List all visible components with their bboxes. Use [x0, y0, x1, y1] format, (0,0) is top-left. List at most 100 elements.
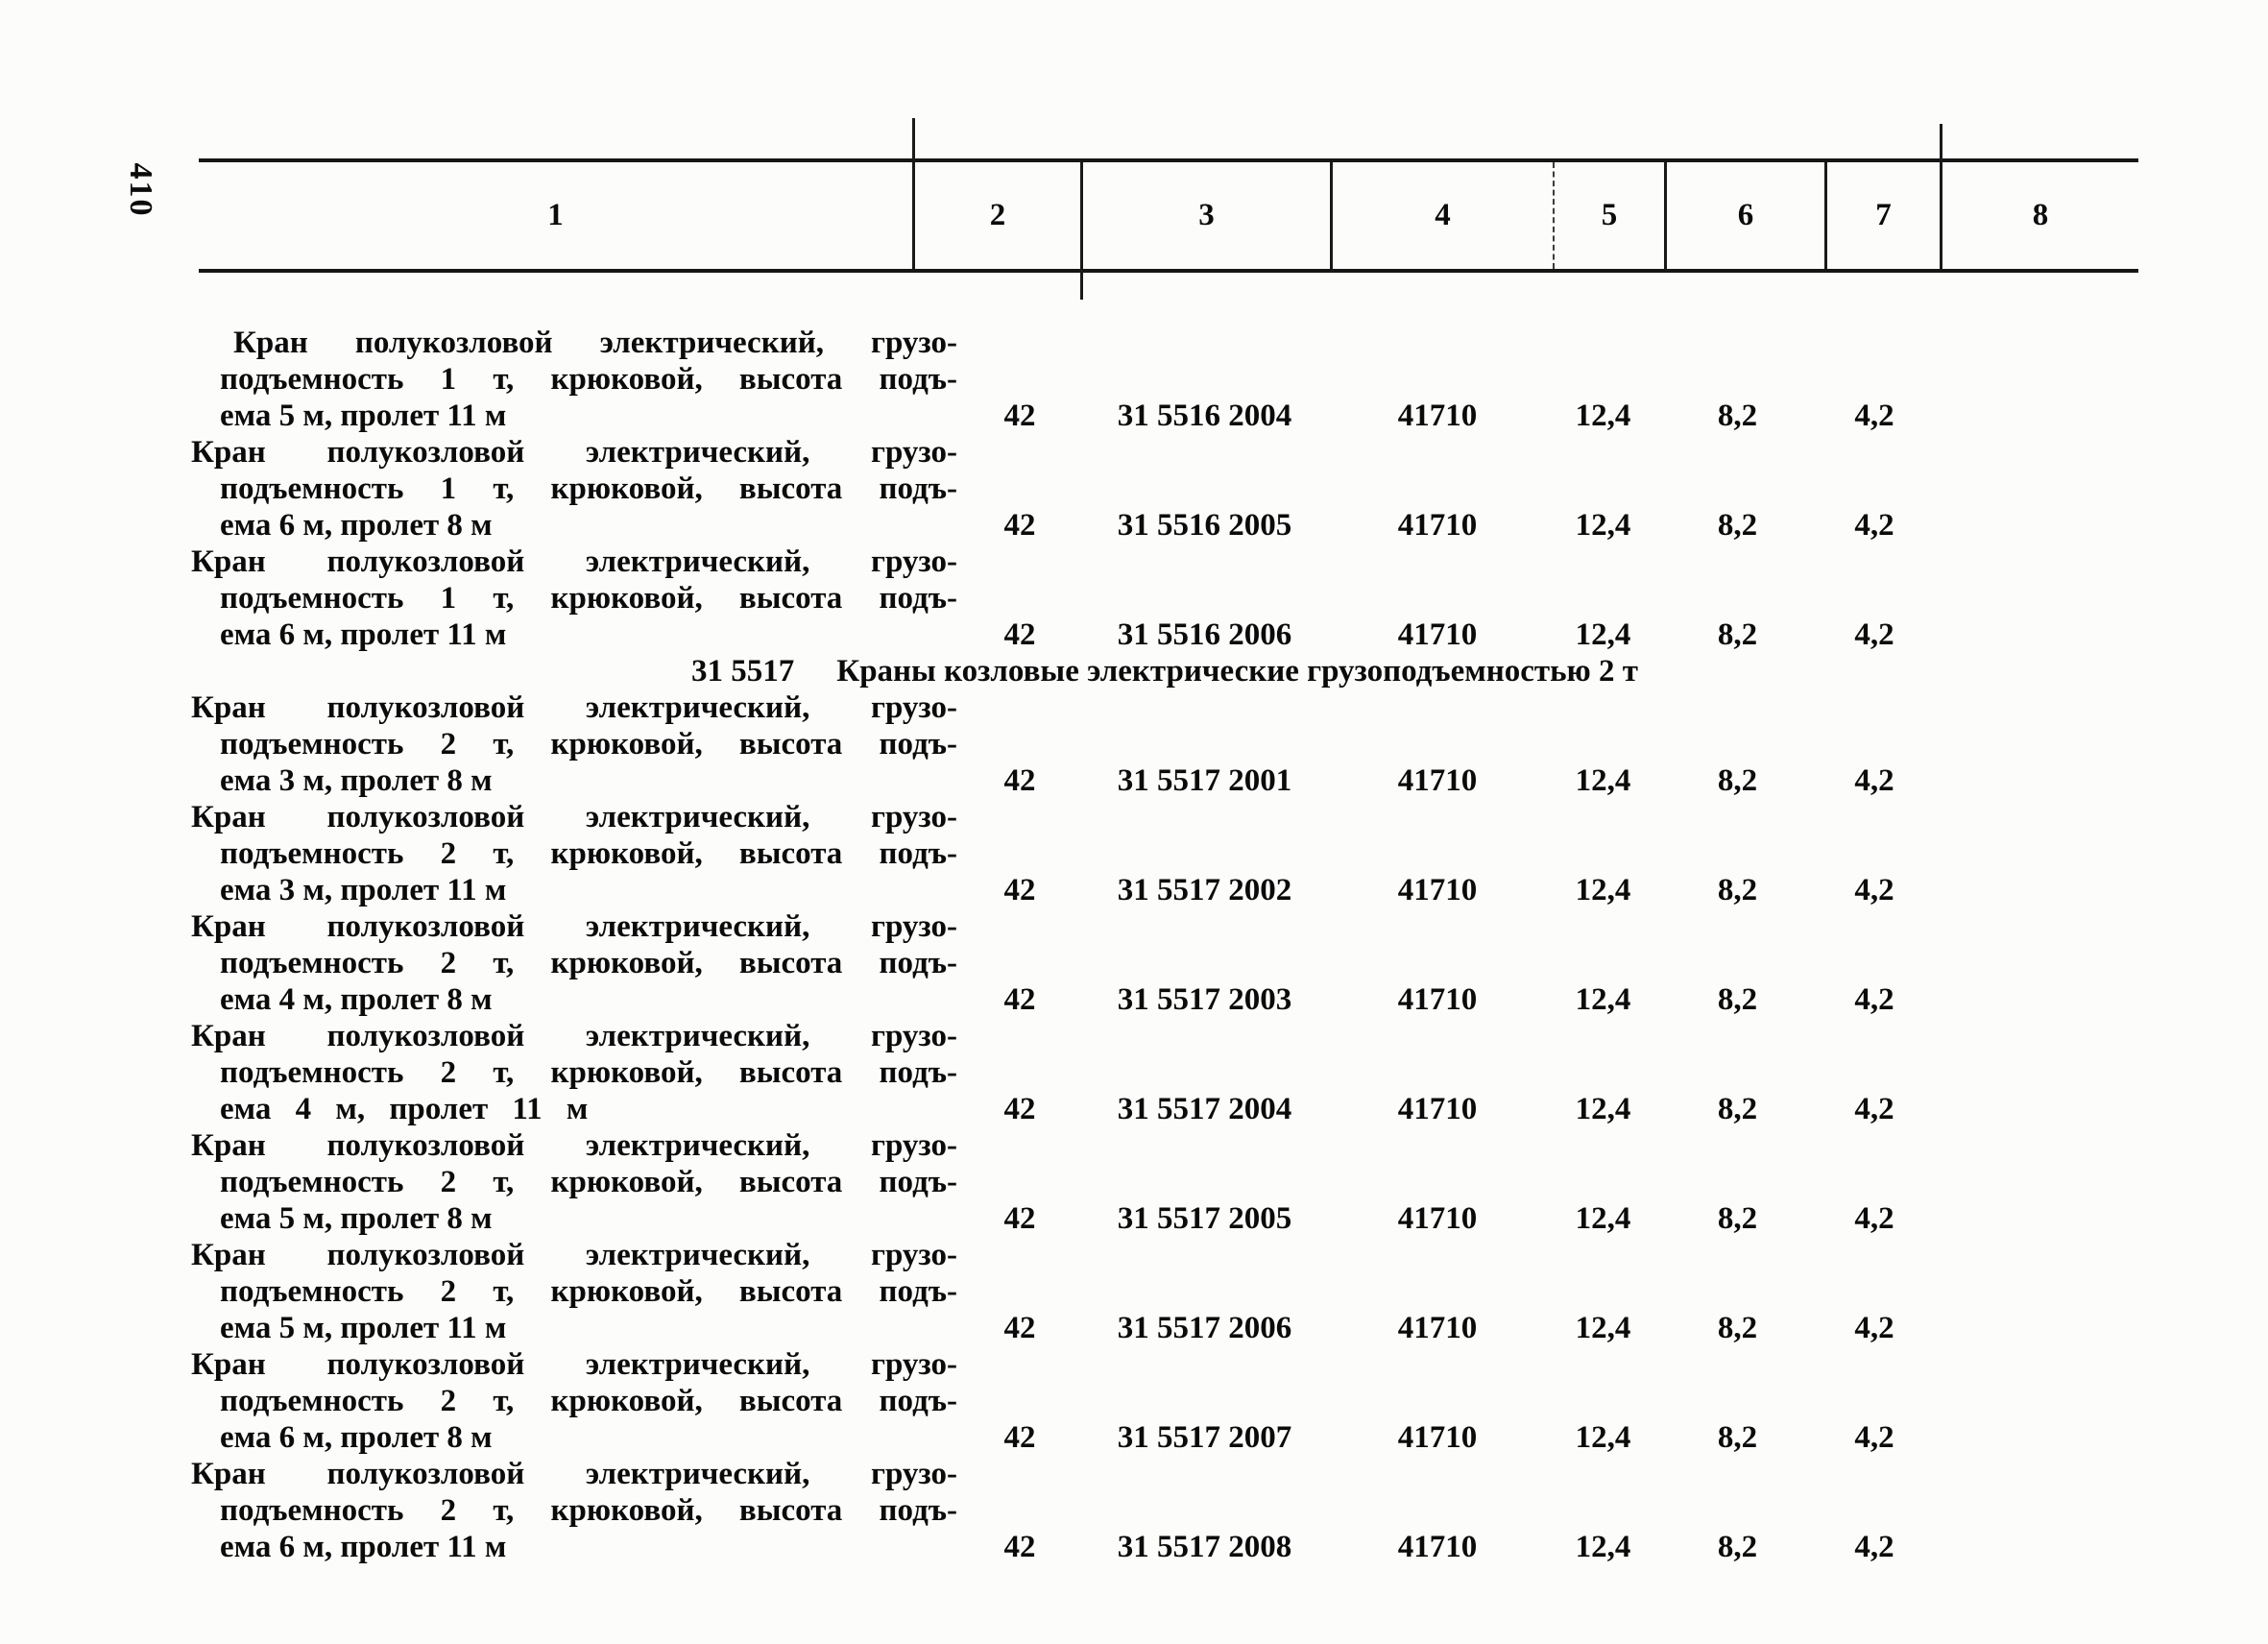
cell-value-7: 4,2 — [1854, 508, 1894, 543]
table-row: Кран полукозловой электрический, грузо- … — [191, 689, 2138, 799]
cell-nomenclature-code: 31 5516 2006 — [1117, 617, 1292, 652]
cell-value-6: 8,2 — [1717, 1311, 1758, 1345]
cell-value-5: 12,4 — [1575, 763, 1631, 798]
description-line-3: ема 4 м, пролет 8 м — [220, 982, 493, 1017]
table-row: Кран полукозловой электрический, грузо- … — [191, 908, 2138, 1018]
cell-nomenclature-code: 31 5517 2008 — [1117, 1530, 1292, 1564]
cell-value-5: 12,4 — [1575, 617, 1631, 652]
description-line-1: Кран полукозловой электрический, грузо- — [191, 690, 957, 725]
description-line-3: ема 4 м, пролет 11 м — [220, 1092, 589, 1126]
description-line-2: подъемность 2 т, крюковой, высота подъ- — [220, 836, 957, 871]
cell-value-6: 8,2 — [1717, 1530, 1758, 1564]
cell-code-okp-group: 42 — [1003, 399, 1036, 433]
description-line-1: Кран полукозловой электрический, грузо- — [191, 1238, 957, 1272]
cell-value-6: 8,2 — [1717, 1092, 1758, 1126]
cell-value-7: 4,2 — [1854, 982, 1894, 1017]
table-row: Кран полукозловой электрический, грузо- … — [191, 1018, 2138, 1127]
table-row: Кран полукозловой электрический, грузо- … — [191, 544, 2138, 653]
page-number: 410 — [123, 162, 158, 218]
description-line-3: ема 3 м, пролет 8 м — [220, 763, 493, 798]
description-line-1: Кран полукозловой электрический, грузо- — [233, 326, 957, 360]
column-header-6: 6 — [1664, 162, 1824, 269]
section-heading-row: 31 5517 Краны козловые электрические груз… — [191, 653, 2138, 689]
table-header-row: 1 2 3 4 5 6 7 8 — [199, 118, 2138, 300]
cell-value-6: 8,2 — [1717, 617, 1758, 652]
description-line-2: подъемность 1 т, крюковой, высота подъ- — [220, 362, 957, 397]
cell-code-okp-group: 42 — [1003, 982, 1036, 1017]
description-line-2: подъемность 2 т, крюковой, высота подъ- — [220, 1055, 957, 1090]
description-line-1: Кран полукозловой электрический, грузо- — [191, 1019, 957, 1053]
cell-value-6: 8,2 — [1717, 508, 1758, 543]
section-code: 31 5517 — [691, 654, 795, 689]
item-description: Кран полукозловой электрический, грузо- … — [191, 1018, 957, 1127]
cell-value-6: 8,2 — [1717, 982, 1758, 1017]
item-description: Кран полукозловой электрический, грузо- … — [191, 1127, 957, 1237]
column-header-2: 2 — [912, 162, 1080, 269]
cell-code-okp-group: 42 — [1003, 508, 1036, 543]
cell-value-6: 8,2 — [1717, 1420, 1758, 1455]
description-line-2: подъемность 2 т, крюковой, высота подъ- — [220, 1384, 957, 1418]
cell-value-5: 12,4 — [1575, 399, 1631, 433]
cell-price-code: 41710 — [1397, 763, 1478, 798]
item-description: Кран полукозловой электрический, грузо- … — [191, 544, 957, 653]
item-description: Кран полукозловой электрический, грузо- … — [191, 434, 957, 544]
cell-value-6: 8,2 — [1717, 399, 1758, 433]
cell-value-5: 12,4 — [1575, 982, 1631, 1017]
description-line-1: Кран полукозловой электрический, грузо- — [191, 544, 957, 579]
description-line-2: подъемность 2 т, крюковой, высота подъ- — [220, 946, 957, 980]
cell-code-okp-group: 42 — [1003, 1092, 1036, 1126]
item-description: Кран полукозловой электрический, грузо- … — [191, 908, 957, 1018]
description-line-3: ема 5 м, пролет 11 м — [220, 399, 507, 433]
item-description: Кран полукозловой электрический, грузо- … — [191, 689, 957, 799]
column-header-3: 3 — [1080, 162, 1330, 269]
description-line-1: Кран полукозловой электрический, грузо- — [191, 1347, 957, 1382]
cell-value-7: 4,2 — [1854, 1530, 1894, 1564]
cell-code-okp-group: 42 — [1003, 1311, 1036, 1345]
description-line-3: ема 6 м, пролет 11 м — [220, 1530, 507, 1564]
cell-value-6: 8,2 — [1717, 873, 1758, 907]
description-line-2: подъемность 2 т, крюковой, высота подъ- — [220, 1165, 957, 1199]
description-line-3: ема 6 м, пролет 8 м — [220, 508, 493, 543]
cell-nomenclature-code: 31 5516 2004 — [1117, 399, 1292, 433]
table-row: Кран полукозловой электрический, грузо- … — [191, 799, 2138, 908]
cell-value-5: 12,4 — [1575, 1530, 1631, 1564]
cell-value-5: 12,4 — [1575, 1420, 1631, 1455]
price-list-table: 1 2 3 4 5 6 7 8 Кран полукозловой электр… — [191, 118, 2138, 1565]
cell-value-7: 4,2 — [1854, 873, 1894, 907]
description-line-1: Кран полукозловой электрический, грузо- — [191, 435, 957, 470]
description-line-3: ема 3 м, пролет 11 м — [220, 873, 507, 907]
rule-tick-mark — [912, 118, 915, 162]
table-row: Кран полукозловой электрический, грузо- … — [191, 1237, 2138, 1346]
cell-value-7: 4,2 — [1854, 1420, 1894, 1455]
description-line-2: подъемность 1 т, крюковой, высота подъ- — [220, 471, 957, 506]
cell-value-5: 12,4 — [1575, 1311, 1631, 1345]
cell-value-5: 12,4 — [1575, 873, 1631, 907]
description-line-3: ема 5 м, пролет 11 м — [220, 1311, 507, 1345]
cell-value-5: 12,4 — [1575, 1201, 1631, 1236]
description-line-3: ема 6 м, пролет 11 м — [220, 617, 507, 652]
description-line-3: ема 6 м, пролет 8 м — [220, 1420, 493, 1455]
column-header-5: 5 — [1553, 162, 1664, 269]
cell-value-5: 12,4 — [1575, 1092, 1631, 1126]
cell-value-7: 4,2 — [1854, 1092, 1894, 1126]
cell-nomenclature-code: 31 5516 2005 — [1117, 508, 1292, 543]
cell-code-okp-group: 42 — [1003, 617, 1036, 652]
cell-price-code: 41710 — [1397, 1311, 1478, 1345]
cell-code-okp-group: 42 — [1003, 1201, 1036, 1236]
cell-code-okp-group: 42 — [1003, 763, 1036, 798]
cell-value-7: 4,2 — [1854, 399, 1894, 433]
description-line-2: подъемность 1 т, крюковой, высота подъ- — [220, 581, 957, 616]
cell-nomenclature-code: 31 5517 2002 — [1117, 873, 1292, 907]
table-body: Кран полукозловой электрический, грузо- … — [191, 273, 2138, 1565]
table-row: Кран полукозловой электрический, грузо- … — [191, 1456, 2138, 1565]
cell-price-code: 41710 — [1397, 1201, 1478, 1236]
cell-code-okp-group: 42 — [1003, 873, 1036, 907]
cell-value-7: 4,2 — [1854, 1311, 1894, 1345]
cell-nomenclature-code: 31 5517 2005 — [1117, 1201, 1292, 1236]
cell-price-code: 41710 — [1397, 617, 1478, 652]
cell-nomenclature-code: 31 5517 2004 — [1117, 1092, 1292, 1126]
column-header-7: 7 — [1824, 162, 1940, 269]
description-line-2: подъемность 2 т, крюковой, высота подъ- — [220, 727, 957, 762]
column-header-8: 8 — [1940, 162, 2138, 269]
